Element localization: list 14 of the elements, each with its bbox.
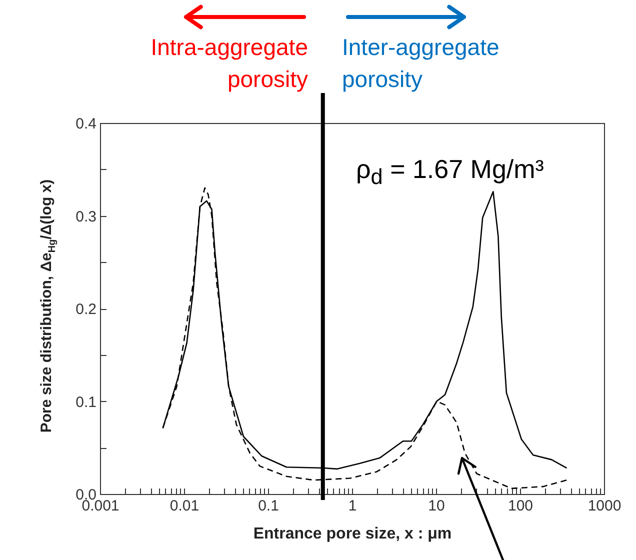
x-tick-label: 10 [428, 498, 445, 514]
x-tick-label: 0.1 [258, 498, 279, 514]
x-tick-label: 0.01 [170, 498, 200, 514]
text: Intra-aggregate porosity [150, 33, 308, 94]
y-tick-label: 0.1 [76, 394, 96, 411]
text: Inter-aggregate porosity [342, 33, 500, 94]
y-tick-label: 0.3 [76, 208, 96, 226]
x-tick-label: 1000 [588, 498, 622, 514]
y-tick-label: 0.4 [76, 116, 96, 132]
y-tick-label: 0.2 [76, 301, 96, 318]
x-tick-label: 1 [348, 498, 357, 514]
x-axis-title: Entrance pore size, x : μm [253, 526, 452, 542]
x-tick-label: 100 [508, 498, 534, 514]
annotation: ρ$_{d}$ = 1.67 Mg/m³ [356, 153, 544, 192]
